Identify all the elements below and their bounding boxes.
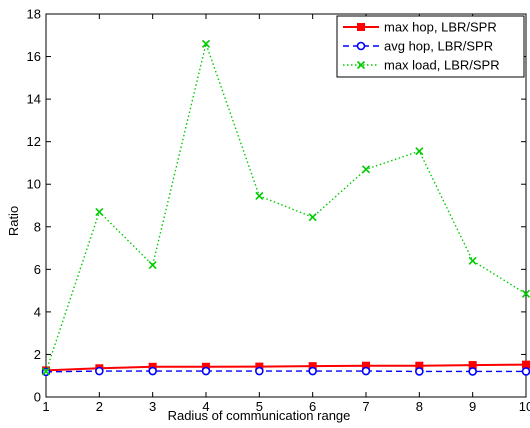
data-point [415, 367, 424, 376]
x-tick-label: 3 [149, 399, 156, 414]
x-tick-label: 9 [469, 399, 476, 414]
data-point [41, 367, 51, 376]
series-line [45, 41, 527, 372]
y-tick-label: 14 [27, 92, 41, 107]
legend-label: max hop, LBR/SPR [384, 20, 497, 35]
x-tick-label: 6 [309, 399, 316, 414]
data-point [522, 360, 530, 369]
plot-frame [45, 13, 527, 398]
x-axis-title: Radius of communication range [168, 408, 351, 423]
y-axis-title: Ratio [6, 206, 21, 236]
data-point [308, 366, 317, 376]
y-tick-label: 6 [34, 262, 41, 277]
x-tick-label: 8 [416, 399, 423, 414]
y-tick-label: 16 [27, 49, 41, 64]
legend-marker [356, 41, 366, 51]
data-point [415, 147, 424, 156]
x-tick-label: 1 [42, 399, 49, 414]
y-tick-label: 18 [27, 7, 41, 22]
data-point [201, 39, 211, 48]
series-3 [41, 39, 530, 376]
y-tick-label: 8 [34, 219, 41, 234]
y-tick-label: 2 [34, 347, 41, 362]
x-tick-label: 7 [362, 399, 369, 414]
data-point [148, 366, 157, 376]
legend-label: max load, LBR/SPR [384, 58, 500, 73]
y-tick-label: 12 [27, 134, 41, 149]
y-tick-label: 0 [34, 390, 41, 405]
data-point [255, 191, 264, 200]
x-tick-label: 4 [202, 399, 209, 414]
y-tick-label: 10 [27, 177, 41, 192]
data-point [255, 366, 264, 376]
y-tick-label: 4 [34, 304, 41, 319]
x-tick-label: 10 [519, 399, 530, 414]
legend: max hop, LBR/SPR avg hop, LBR/SPR max load… [336, 15, 525, 78]
data-point [95, 207, 104, 216]
data-point [308, 213, 317, 222]
data-point [521, 367, 530, 376]
data-point [361, 366, 371, 376]
data-point [468, 367, 477, 376]
x-tick-label: 5 [256, 399, 263, 414]
legend-label: avg hop, LBR/SPR [384, 39, 493, 54]
x-tick-label: 2 [96, 399, 103, 414]
data-point [201, 366, 211, 376]
legend-marker [356, 60, 366, 70]
data-point [521, 289, 530, 298]
data-point [95, 366, 104, 376]
data-point [468, 256, 477, 265]
series-line [45, 370, 526, 373]
data-point [148, 261, 157, 270]
legend-marker [357, 23, 365, 31]
data-point [361, 165, 371, 174]
series-layer [41, 39, 530, 377]
series-line [45, 363, 527, 372]
